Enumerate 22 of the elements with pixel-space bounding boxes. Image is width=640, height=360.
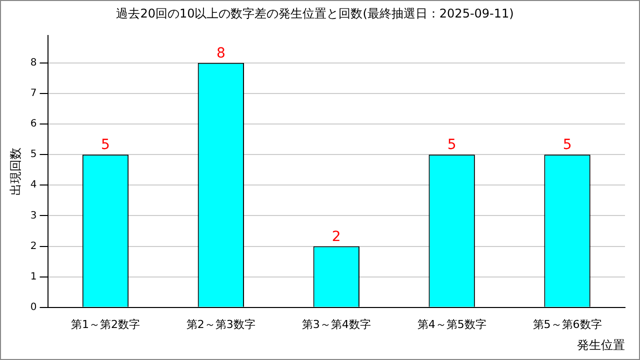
y-axis-title: 出現回数 (8, 147, 22, 196)
y-tick-label: 5 (30, 149, 37, 160)
data-label: 5 (447, 137, 456, 154)
y-tick-label: 3 (30, 210, 37, 222)
x-tick-label: 第4～第5数字 (417, 318, 486, 331)
x-tick-label: 第2～第3数字 (186, 318, 256, 331)
y-tick-label: 6 (30, 118, 37, 130)
y-tick-label: 8 (30, 58, 37, 68)
y-tick-label: 4 (30, 180, 37, 191)
y-tick-label: 1 (30, 271, 37, 282)
x-tick-label: 第1～第2数字 (70, 318, 140, 331)
data-label: 5 (562, 137, 572, 154)
data-label: 5 (101, 137, 110, 154)
data-label: 2 (332, 228, 341, 245)
y-tick-label: 2 (30, 240, 37, 252)
y-tick-label: 0 (30, 302, 37, 313)
x-tick-label: 第5～第6数字 (532, 318, 602, 331)
x-tick-label: 第3～第4数字 (302, 318, 371, 331)
data-label: 8 (216, 46, 226, 62)
x-axis-title: 発生位置 (577, 338, 625, 352)
y-tick-label: 7 (30, 88, 37, 100)
chart-title: 過去20回の10以上の数字差の発生位置と回数(最終抽選日：2025-09-11) (116, 6, 514, 20)
